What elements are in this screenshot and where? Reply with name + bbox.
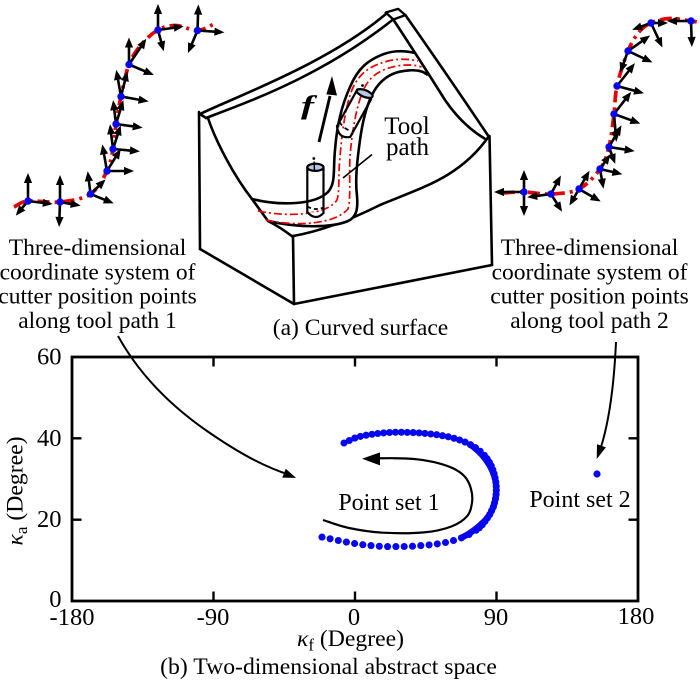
svg-text:coordinate system of: coordinate system of [0, 259, 196, 285]
svg-text:path: path [386, 134, 430, 161]
svg-text:20: 20 [37, 506, 62, 533]
svg-text:40: 40 [37, 425, 62, 452]
svg-text:60: 60 [37, 344, 62, 371]
svg-text:90: 90 [484, 604, 509, 631]
svg-text:-180: -180 [50, 604, 95, 631]
svg-text:(b) Two-dimensional abstract s: (b) Two-dimensional abstract space [160, 654, 497, 680]
svg-text:Point set 1: Point set 1 [338, 490, 439, 516]
svg-text:Point set 2: Point set 2 [529, 487, 630, 513]
svg-text:coordinate system of: coordinate system of [492, 259, 688, 285]
svg-text:Three-dimensional: Three-dimensional [501, 235, 679, 261]
svg-text:κf (Degree): κf (Degree) [297, 626, 404, 655]
svg-text:along tool path 1: along tool path 1 [18, 308, 177, 334]
svg-text:cutter position points: cutter position points [0, 284, 197, 310]
svg-text:Three-dimensional: Three-dimensional [9, 235, 187, 261]
svg-text:(a) Curved surface: (a) Curved surface [273, 315, 449, 341]
svg-text:-90: -90 [197, 604, 230, 631]
svg-text:cutter position points: cutter position points [490, 284, 688, 310]
svg-text:along tool path 2: along tool path 2 [510, 308, 669, 334]
svg-text:180: 180 [618, 603, 655, 630]
